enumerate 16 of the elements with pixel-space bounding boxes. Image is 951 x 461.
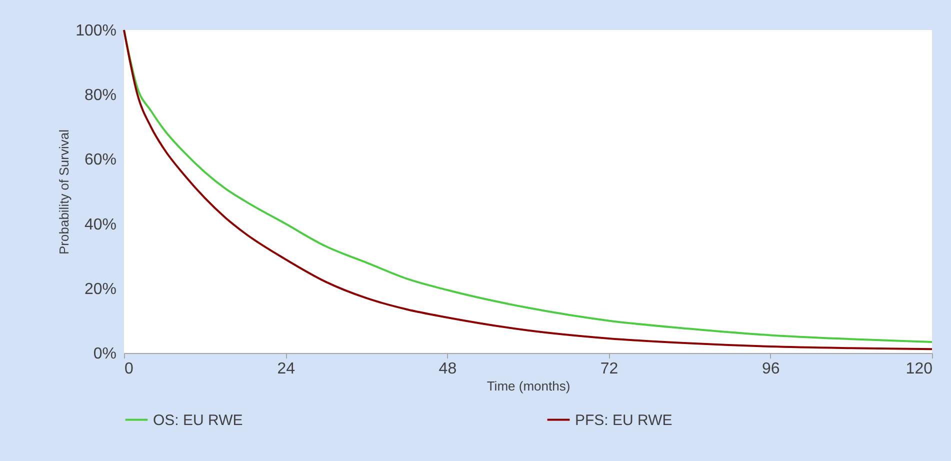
- x-tick-label: 24: [277, 360, 296, 378]
- legend-label: PFS: EU RWE: [575, 412, 672, 429]
- y-tick-label: 0%: [93, 346, 116, 362]
- x-tick-label: 48: [438, 360, 457, 378]
- legend-label: OS: EU RWE: [153, 412, 243, 429]
- y-tick-label: 40%: [84, 216, 116, 234]
- y-tick-label: 60%: [84, 152, 116, 169]
- x-tick-label: 72: [600, 360, 618, 378]
- y-tick-label: 100%: [76, 22, 116, 40]
- y-tick-label: 20%: [84, 280, 116, 298]
- x-tick-label: 120: [906, 360, 933, 378]
- x-tick-label: 0: [124, 360, 134, 378]
- x-tick-label: 96: [762, 360, 780, 378]
- y-tick-label: 80%: [84, 87, 116, 104]
- x-axis-title: Time (months): [486, 378, 570, 394]
- y-axis-title: Probability of Survival: [56, 129, 72, 254]
